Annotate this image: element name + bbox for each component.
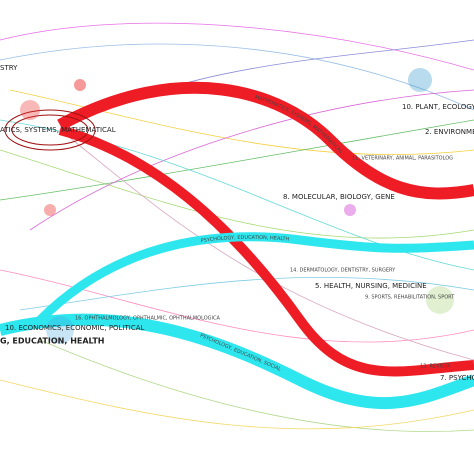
path-label: MATHEMATICS, SYSTEMS, MATHEMATICAL xyxy=(254,94,344,155)
node-label: 10. PLANT, ECOLOGY, xyxy=(402,103,474,111)
path-label: PSYCHOLOGY, EDUCATION, HEALTH xyxy=(200,234,289,243)
path-label: PSYCHOLOGY, EDUCATION, HEALTH xyxy=(200,234,289,243)
node-label: 8. MOLECULAR, BIOLOGY, GENE xyxy=(283,193,395,201)
path-label: PSYCHOLOGY, EDUCATION, SOCIAL xyxy=(199,332,282,372)
clusters xyxy=(20,68,454,344)
node-label: STRY xyxy=(0,64,18,72)
path-label: PSYCHOLOGY, EDUCATION, SOCIAL xyxy=(199,332,282,372)
node-label: ATICS, SYSTEMS, MATHEMATICAL xyxy=(0,126,116,134)
main-links xyxy=(0,88,474,410)
node-label: G, EDUCATION, HEALTH xyxy=(0,337,104,346)
node-label: 5. HEALTH, NURSING, MEDICINE xyxy=(315,282,427,290)
path-label: MATHEMATICS, SYSTEMS, MATHEMATICAL xyxy=(254,94,344,155)
node-label: 13. REVISTA xyxy=(420,364,451,370)
background-lines xyxy=(0,22,474,432)
node-label: 14. DERMATOLOGY, DENTISTRY, SURGERY xyxy=(290,268,396,274)
node-label: 16. OPHTHALMOLOGY, OPHTHALMIC, OPHTHALMO… xyxy=(75,316,220,322)
node-label: 9. SPORTS, REHABILITATION, SPORT xyxy=(365,295,455,301)
node-label: 10. ECONOMICS, ECONOMIC, POLITICAL xyxy=(5,324,145,332)
node-label: 11. VETERINARY, ANIMAL, PARASITOLOG xyxy=(352,156,453,162)
node-label: 7. PSYCHO xyxy=(440,374,474,382)
node-label: 2. ENVIRONME xyxy=(425,128,474,136)
